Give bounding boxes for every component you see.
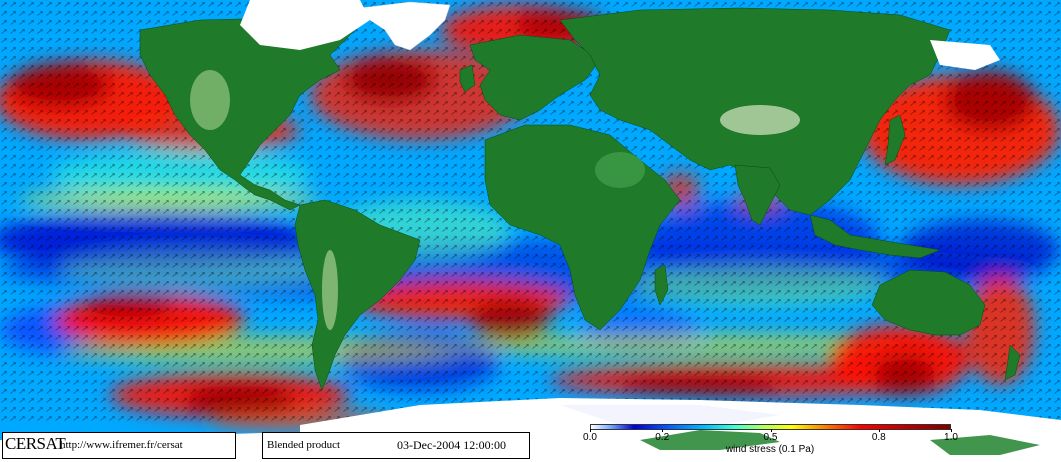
highlands	[190, 70, 800, 330]
colorbar-tick-label: 1.0	[944, 432, 958, 443]
greenland-land	[359, 1, 451, 51]
madagascar-land	[654, 264, 669, 306]
antarctic-land	[640, 430, 1040, 455]
colorbar-tick-label: 0.2	[655, 432, 670, 443]
south-america-land	[294, 199, 421, 391]
footer-credit-box: CERSAT http://www.ifremer.fr/cersat	[2, 432, 236, 459]
colorbar-title: wind stress (0.1 Pa)	[725, 444, 815, 455]
uk-land	[459, 64, 476, 93]
southeast-asia-land	[809, 214, 941, 259]
europe-land	[469, 34, 601, 121]
arctic-ice	[240, 0, 370, 50]
product-label: Blended product	[267, 439, 341, 451]
colorbar-tick-label: 0.5	[763, 432, 778, 443]
colorbar-tick-mark	[590, 429, 591, 432]
colorbar-tick-mark	[878, 429, 880, 432]
colorbar-tick-label: 0.8	[871, 432, 886, 443]
new-zealand-land	[1004, 344, 1021, 381]
colorbar-tick-label: 0.0	[583, 432, 597, 443]
cersat-logo: CERSAT	[5, 434, 66, 453]
footer-product-box: Blended product 03-Dec-2004 12:00:00	[262, 432, 530, 459]
colorbar-tick-mark	[662, 429, 664, 432]
source-url: http://www.ifremer.fr/cersat	[60, 439, 183, 451]
colorbar-tick-mark	[770, 429, 772, 432]
india-land	[734, 164, 781, 226]
arctic-ice-east	[930, 40, 1000, 70]
timestamp: 03-Dec-2004 12:00:00	[397, 438, 506, 452]
colorbar-tick-mark	[951, 429, 952, 432]
australia-land	[871, 269, 986, 336]
japan-land	[884, 114, 906, 166]
north-america-land	[139, 11, 361, 211]
